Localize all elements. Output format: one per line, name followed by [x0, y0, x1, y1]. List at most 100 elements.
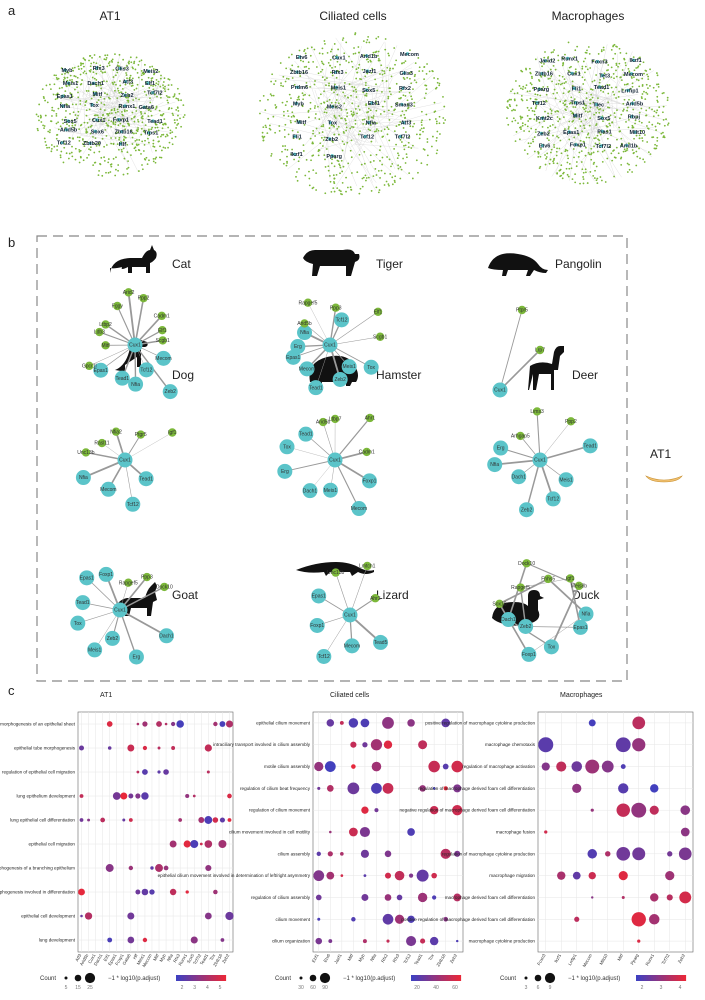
network-edge — [127, 292, 136, 346]
hub-gene-label: Arid5b — [60, 128, 78, 134]
node-label: Cadm1 — [154, 313, 170, 319]
cloud-edge — [546, 65, 596, 128]
gene-axis-label: Sox5 — [186, 953, 196, 965]
cloud-node — [152, 88, 155, 91]
cloud-node — [135, 132, 138, 135]
cloud-node — [638, 111, 641, 114]
cloud-node — [601, 150, 604, 153]
tiger-silhouette-icon — [303, 249, 360, 276]
cloud-node — [90, 62, 93, 65]
cloud-node — [547, 112, 549, 115]
cloud-node — [383, 172, 386, 175]
enrichment-dot — [616, 846, 631, 861]
cloud-node — [69, 97, 72, 99]
cloud-node — [622, 102, 625, 105]
enrichment-dot — [227, 793, 232, 799]
color-bar-segment — [456, 975, 459, 981]
cloud-node — [404, 144, 407, 147]
cloud-node — [591, 80, 594, 83]
node-label: Fhhs5 — [541, 576, 555, 582]
cloud-node — [324, 108, 327, 111]
cloud-node — [556, 172, 559, 174]
cloud-node — [176, 106, 179, 109]
enrichment-dot — [142, 745, 148, 751]
tf-node — [511, 469, 527, 485]
target-node — [574, 581, 584, 591]
cloud-node — [123, 109, 126, 112]
enrichment-dot — [419, 785, 426, 792]
enrichment-dot — [541, 762, 550, 771]
cloud-node — [386, 66, 389, 69]
cloud-node — [323, 90, 325, 93]
cloud-node — [133, 147, 136, 150]
cloud-node — [534, 93, 537, 96]
cloud-node — [307, 61, 310, 64]
gene-axis-label: Foxp1 — [114, 953, 125, 967]
cloud-node — [426, 163, 429, 166]
gene-axis-label: Zbtb16 — [435, 953, 446, 968]
go-term-label: macrophage migration — [489, 873, 535, 878]
cloud-node — [278, 125, 281, 127]
enrichment-dot — [315, 894, 322, 901]
count-legend-dot — [319, 972, 331, 984]
hub-gene-label: Tcf7l2 — [147, 91, 163, 97]
cloud-node — [533, 110, 536, 113]
cloud-node — [169, 129, 172, 132]
cloud-node — [330, 101, 333, 104]
hub-node — [398, 134, 403, 138]
cloud-node — [341, 193, 343, 196]
enrichment-dot — [106, 721, 113, 727]
cloud-node — [114, 53, 116, 56]
cloud-node — [638, 57, 640, 59]
cloud-node — [100, 116, 103, 119]
cloud-node — [95, 79, 98, 81]
cloud-node — [417, 57, 420, 59]
cloud-node — [82, 57, 85, 60]
cloud-node — [394, 181, 396, 184]
cloud-node — [97, 120, 100, 123]
hub-gene-label: Myb — [62, 68, 74, 74]
cloud-node — [143, 63, 146, 66]
cloud-node — [610, 86, 613, 89]
tf-node — [327, 452, 343, 468]
cloud-node — [428, 70, 431, 73]
cloud-node — [599, 107, 602, 110]
hub-node — [95, 118, 99, 122]
cloud-node — [571, 80, 574, 83]
cloud-node — [544, 51, 546, 53]
cloud-node — [302, 150, 305, 152]
cloud-node — [307, 109, 310, 112]
node-label: Lims3 — [530, 409, 544, 415]
cloud-node — [261, 135, 264, 138]
cloud-node — [642, 61, 645, 64]
cloud-node — [346, 96, 349, 99]
cloud-node — [581, 65, 584, 68]
cloud-node — [521, 70, 524, 73]
cloud-node — [390, 105, 393, 108]
cloud-node — [137, 118, 139, 121]
node-label: Ppp2 — [138, 296, 150, 302]
cloud-node — [308, 184, 311, 187]
cloud-node — [655, 144, 658, 147]
cloud-node — [412, 125, 414, 128]
cloud-node — [164, 135, 167, 138]
gene-axis-label: Lrrfip1 — [567, 953, 578, 967]
tf-node — [75, 595, 91, 611]
cloud-node — [282, 145, 284, 147]
hub-gene-label: Atf3 — [122, 80, 133, 86]
cloud-node — [638, 147, 640, 150]
cloud-node — [602, 46, 605, 49]
cloud-node — [291, 64, 294, 67]
cloud-node — [138, 139, 141, 141]
cloud-node — [79, 124, 82, 127]
hub-gene-label: Tead1 — [594, 85, 610, 91]
enrichment-dot — [348, 718, 359, 728]
cloud-node — [103, 117, 106, 120]
cloud-node — [148, 159, 150, 162]
cloud-node — [322, 63, 325, 66]
network-edge — [94, 609, 121, 651]
cloud-node — [547, 115, 550, 118]
cloud-node — [644, 98, 647, 101]
cloud-node — [522, 85, 525, 88]
color-bar-segment — [203, 975, 207, 981]
